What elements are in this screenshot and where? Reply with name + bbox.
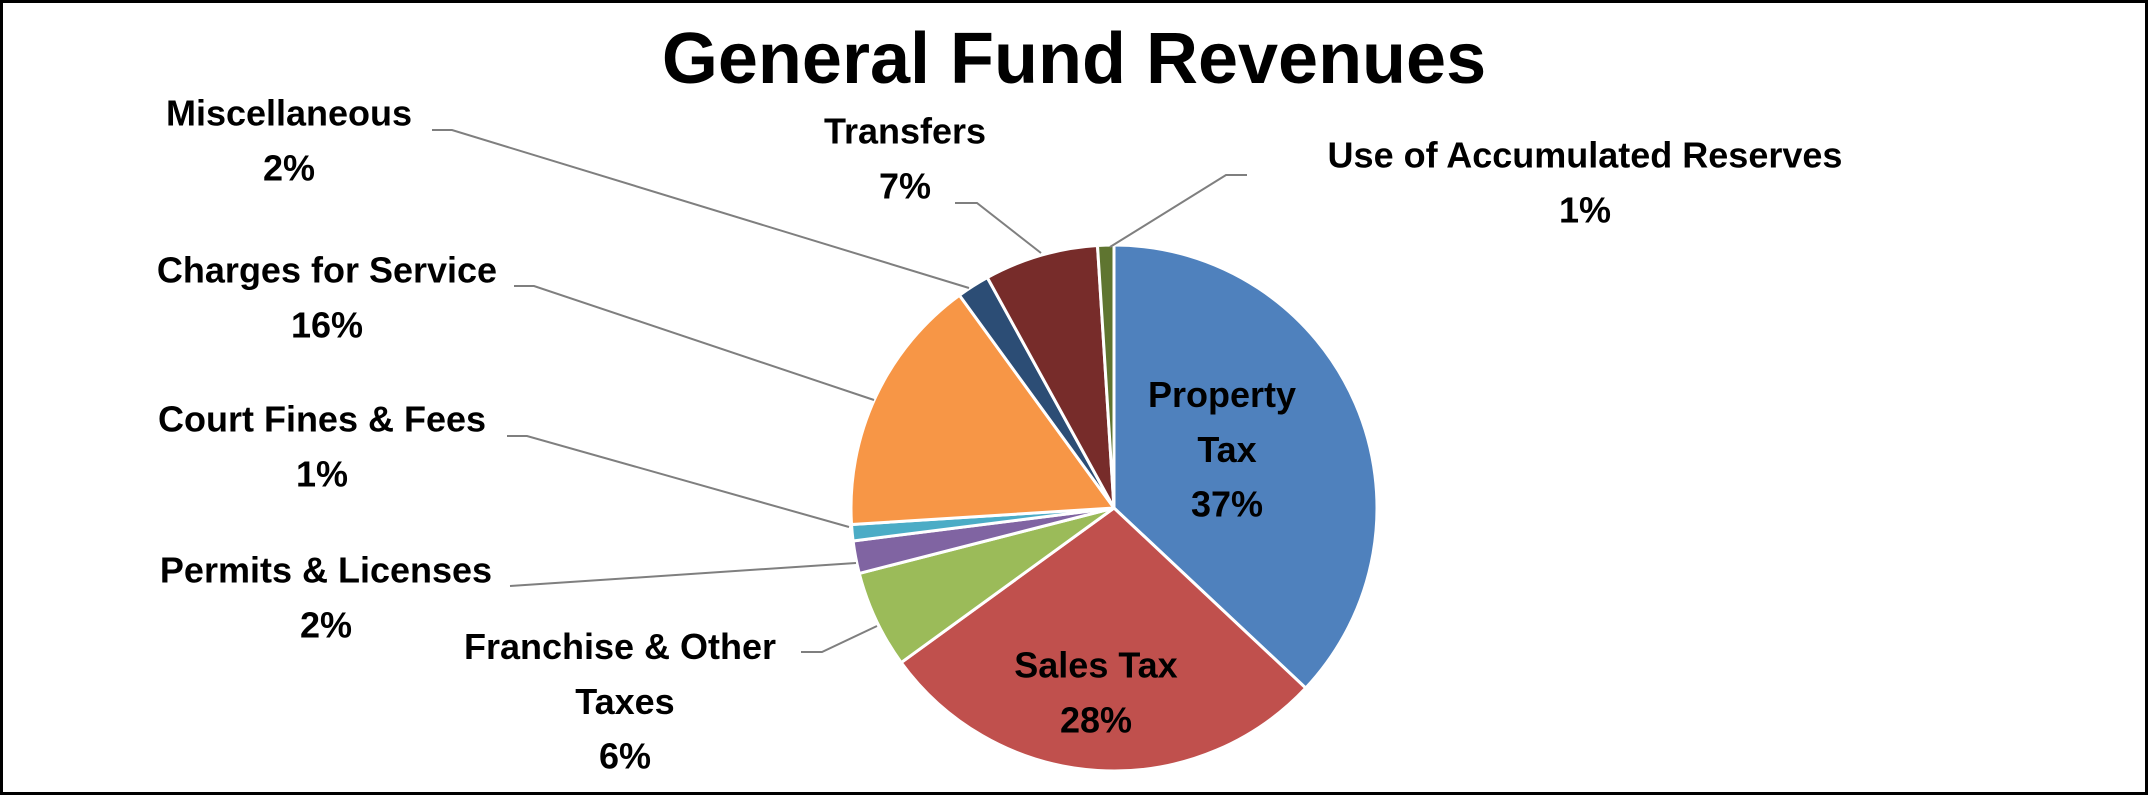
slice-value-label: 2%: [263, 148, 315, 189]
chart-title: General Fund Revenues: [662, 19, 1486, 99]
leader-line: [507, 435, 850, 528]
pie-slice: [985, 243, 1116, 509]
slice-label: Miscellaneous: [166, 93, 412, 134]
pie-slice: [899, 506, 1308, 773]
pie-slice: [849, 293, 1117, 527]
slice-value-label: 6%: [599, 736, 651, 777]
leader-line: [514, 285, 875, 401]
slice-value-label: 7%: [879, 166, 931, 207]
slice-label: Charges for Service: [157, 250, 497, 291]
slice-value-label: 37%: [1191, 484, 1263, 525]
slice-label: Court Fines & Fees: [158, 399, 486, 440]
slice-value-label: 1%: [1559, 190, 1611, 231]
leader-line: [955, 202, 1042, 254]
leader-line: [801, 625, 878, 653]
slice-value-label: 2%: [300, 605, 352, 646]
slice-value-label: 28%: [1060, 700, 1132, 741]
slice-label: Property Tax: [1148, 374, 1306, 470]
slice-value-label: 16%: [291, 305, 363, 346]
leader-line: [1109, 174, 1247, 248]
pie-slice: [1112, 243, 1379, 691]
slice-label: Franchise & Other Taxes: [464, 626, 786, 722]
leader-line: [432, 129, 970, 289]
slice-label: Transfers: [824, 111, 986, 152]
slice-value-label: 1%: [296, 454, 348, 495]
leader-line: [509, 562, 857, 587]
slice-label: Use of Accumulated Reserves: [1328, 135, 1843, 176]
slice-label: Sales Tax: [1014, 645, 1177, 686]
slice-label: Permits & Licenses: [160, 550, 492, 591]
